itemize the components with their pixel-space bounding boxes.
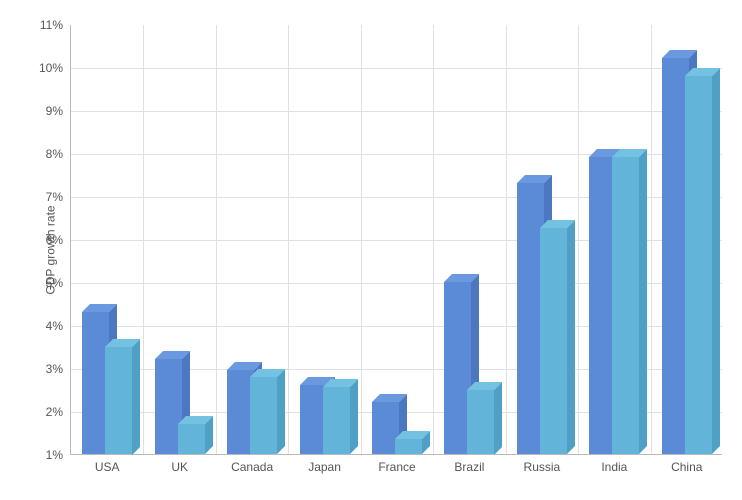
y-tick-label: 9%	[46, 104, 71, 118]
bar-side	[639, 149, 647, 454]
bar-front	[178, 424, 205, 454]
y-tick-label: 6%	[46, 233, 71, 247]
y-tick-label: 3%	[46, 362, 71, 376]
y-tick-label: 8%	[46, 147, 71, 161]
x-tick-label: Brazil	[454, 454, 484, 474]
y-tick-label: 11%	[40, 18, 71, 32]
bar	[395, 431, 430, 454]
bar	[540, 220, 575, 454]
bar-side	[567, 220, 575, 454]
chart-container: GDP growth rate 1%2%3%4%5%6%7%8%9%10%11%…	[0, 0, 742, 500]
bar-front	[612, 157, 639, 454]
bar-side	[350, 379, 358, 454]
y-tick-label: 4%	[46, 319, 71, 333]
bar-front	[685, 76, 712, 454]
bar	[685, 68, 720, 454]
bar	[178, 416, 213, 454]
x-tick-label: UK	[171, 454, 188, 474]
bar	[105, 339, 140, 455]
bar	[612, 149, 647, 454]
bar-front	[250, 377, 277, 454]
bar-front	[467, 390, 494, 455]
bar	[467, 382, 502, 455]
y-tick-label: 1%	[46, 448, 71, 462]
y-tick-label: 7%	[46, 190, 71, 204]
bar-side	[494, 382, 502, 455]
y-tick-label: 10%	[39, 61, 71, 75]
x-tick-label: Russia	[524, 454, 561, 474]
bar-front	[395, 439, 422, 454]
bar-front	[323, 387, 350, 454]
bar	[250, 369, 285, 454]
x-tick-label: India	[601, 454, 627, 474]
bars-layer	[71, 25, 722, 454]
x-tick-label: Japan	[308, 454, 341, 474]
bar-front	[105, 347, 132, 455]
x-tick-label: USA	[95, 454, 120, 474]
bar-front	[540, 228, 567, 454]
bar	[323, 379, 358, 454]
bar-side	[712, 68, 720, 454]
y-tick-label: 2%	[46, 405, 71, 419]
x-tick-label: Canada	[231, 454, 273, 474]
x-tick-label: France	[378, 454, 415, 474]
plot-area: 1%2%3%4%5%6%7%8%9%10%11% USAUKCanadaJapa…	[70, 25, 722, 455]
x-tick-label: China	[671, 454, 702, 474]
bar-side	[277, 369, 285, 454]
bar-side	[132, 339, 140, 455]
y-tick-label: 5%	[46, 276, 71, 290]
